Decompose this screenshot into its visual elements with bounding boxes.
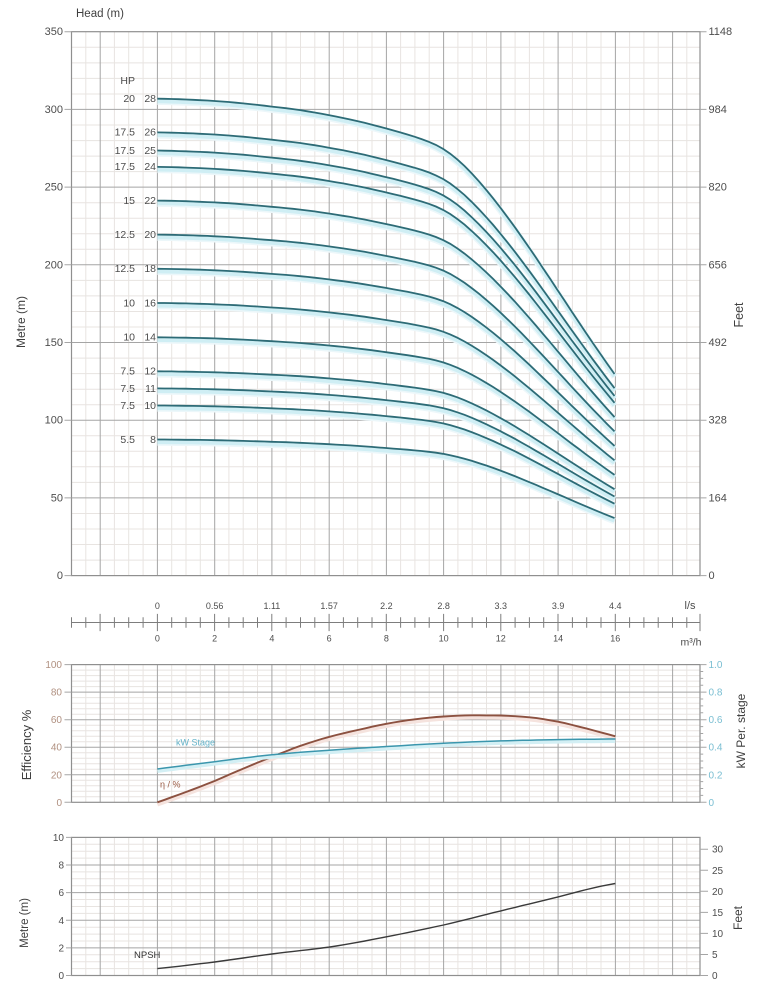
svg-text:250: 250 xyxy=(45,182,63,194)
svg-text:10: 10 xyxy=(53,833,65,844)
svg-text:l/s: l/s xyxy=(685,600,697,612)
svg-text:656: 656 xyxy=(709,259,727,271)
svg-text:Metre (m): Metre (m) xyxy=(14,296,28,348)
svg-text:6: 6 xyxy=(327,634,332,644)
svg-text:10: 10 xyxy=(123,332,135,344)
svg-text:2: 2 xyxy=(212,634,217,644)
svg-text:3.3: 3.3 xyxy=(495,601,508,611)
svg-text:40: 40 xyxy=(51,743,63,754)
svg-text:17.5: 17.5 xyxy=(115,145,136,157)
svg-text:η / %: η / % xyxy=(160,780,181,790)
svg-text:kW Per. stage: kW Per. stage xyxy=(734,693,748,768)
svg-text:0: 0 xyxy=(57,570,63,582)
svg-text:26: 26 xyxy=(144,127,156,139)
svg-text:820: 820 xyxy=(709,182,727,194)
svg-text:20: 20 xyxy=(144,229,156,241)
svg-text:Metre (m): Metre (m) xyxy=(19,898,31,948)
svg-text:10: 10 xyxy=(144,400,156,412)
svg-text:5.5: 5.5 xyxy=(120,434,135,446)
svg-text:17.5: 17.5 xyxy=(115,161,136,173)
svg-text:16: 16 xyxy=(610,634,620,644)
svg-text:7.5: 7.5 xyxy=(120,366,135,378)
svg-text:0.56: 0.56 xyxy=(206,601,224,611)
svg-text:0.8: 0.8 xyxy=(709,688,723,699)
svg-text:80: 80 xyxy=(51,688,63,699)
svg-text:6: 6 xyxy=(58,888,64,899)
svg-text:200: 200 xyxy=(45,259,63,271)
svg-text:8: 8 xyxy=(58,861,64,872)
svg-text:10: 10 xyxy=(123,297,135,309)
svg-text:2.8: 2.8 xyxy=(437,601,450,611)
svg-text:5: 5 xyxy=(712,950,718,961)
svg-text:0: 0 xyxy=(709,798,715,809)
svg-text:15: 15 xyxy=(123,195,135,207)
svg-text:0.6: 0.6 xyxy=(709,715,723,726)
svg-text:2: 2 xyxy=(58,943,64,954)
svg-text:60: 60 xyxy=(51,715,63,726)
svg-text:0: 0 xyxy=(58,971,64,982)
svg-text:25: 25 xyxy=(144,145,156,157)
svg-text:0: 0 xyxy=(56,798,62,809)
svg-text:20: 20 xyxy=(712,887,724,898)
svg-text:0: 0 xyxy=(712,971,718,982)
svg-text:Efficiency %: Efficiency % xyxy=(19,709,34,780)
svg-text:300: 300 xyxy=(45,104,63,116)
svg-text:350: 350 xyxy=(45,26,63,38)
svg-text:0: 0 xyxy=(155,601,160,611)
svg-text:30: 30 xyxy=(712,845,724,856)
svg-text:984: 984 xyxy=(709,104,727,116)
svg-text:1.57: 1.57 xyxy=(320,601,338,611)
svg-text:16: 16 xyxy=(144,297,156,309)
svg-text:1148: 1148 xyxy=(709,26,733,38)
svg-text:20: 20 xyxy=(123,93,135,105)
svg-text:100: 100 xyxy=(45,415,63,427)
svg-text:4: 4 xyxy=(269,634,274,644)
svg-text:NPSH: NPSH xyxy=(134,950,161,961)
svg-text:7.5: 7.5 xyxy=(120,383,135,395)
svg-text:12.5: 12.5 xyxy=(115,263,136,275)
svg-text:0.4: 0.4 xyxy=(709,743,723,754)
svg-text:22: 22 xyxy=(144,195,156,207)
svg-text:25: 25 xyxy=(712,866,724,877)
svg-text:0: 0 xyxy=(155,634,160,644)
svg-text:Feet: Feet xyxy=(732,302,746,328)
svg-text:150: 150 xyxy=(45,337,63,349)
svg-text:1.0: 1.0 xyxy=(709,660,723,671)
svg-text:kW Stage: kW Stage xyxy=(176,738,215,748)
svg-text:0: 0 xyxy=(709,570,715,582)
svg-text:15: 15 xyxy=(712,908,724,919)
svg-text:Head (m): Head (m) xyxy=(76,8,124,20)
svg-text:12: 12 xyxy=(144,366,156,378)
svg-text:m³/h: m³/h xyxy=(681,637,702,649)
svg-text:20: 20 xyxy=(51,770,63,781)
svg-text:12: 12 xyxy=(496,634,506,644)
svg-text:Feet: Feet xyxy=(731,905,745,930)
svg-text:50: 50 xyxy=(51,492,63,504)
svg-text:11: 11 xyxy=(145,383,156,395)
svg-text:4: 4 xyxy=(58,916,64,927)
svg-text:8: 8 xyxy=(384,634,389,644)
svg-text:17.5: 17.5 xyxy=(115,127,136,139)
svg-text:HP: HP xyxy=(120,75,135,87)
svg-text:10: 10 xyxy=(712,929,724,940)
svg-text:10: 10 xyxy=(439,634,449,644)
svg-text:1.11: 1.11 xyxy=(263,601,280,611)
svg-text:328: 328 xyxy=(709,415,727,427)
svg-text:492: 492 xyxy=(709,337,727,349)
svg-text:8: 8 xyxy=(150,434,156,446)
svg-text:14: 14 xyxy=(553,634,563,644)
svg-text:7.5: 7.5 xyxy=(120,400,135,412)
svg-text:100: 100 xyxy=(45,660,62,671)
svg-text:4.4: 4.4 xyxy=(609,601,622,611)
svg-text:14: 14 xyxy=(144,332,156,344)
svg-text:12.5: 12.5 xyxy=(115,229,136,241)
svg-text:24: 24 xyxy=(144,161,156,173)
svg-text:2.2: 2.2 xyxy=(380,601,393,611)
svg-text:28: 28 xyxy=(144,93,156,105)
svg-text:18: 18 xyxy=(144,263,156,275)
svg-text:0.2: 0.2 xyxy=(709,770,723,781)
svg-text:3.9: 3.9 xyxy=(552,601,565,611)
svg-text:164: 164 xyxy=(709,492,727,504)
